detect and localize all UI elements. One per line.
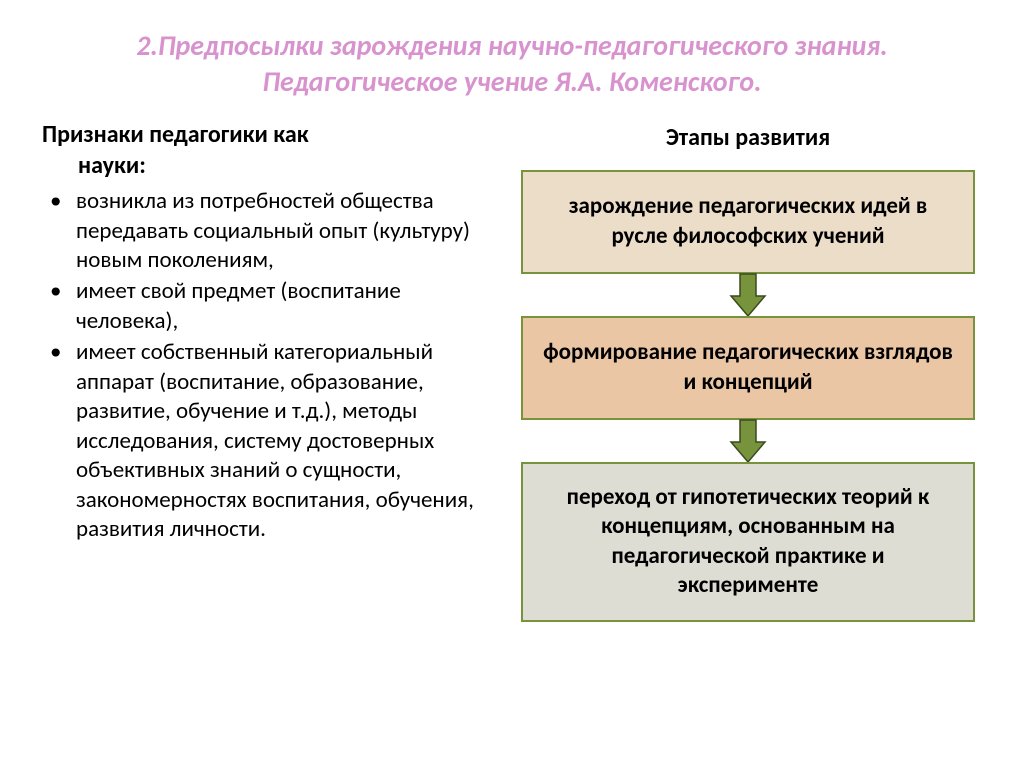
right-column: Этапы развития зарождение педагогических… [512, 119, 984, 622]
right-heading: Этапы развития [666, 123, 830, 152]
stage-box: формирование педагогических взглядов и к… [521, 316, 975, 420]
arrow-down-icon [729, 272, 767, 318]
list-item: возникла из потребностей общества переда… [40, 187, 500, 275]
left-heading: Признаки педагогики как науки: [40, 119, 500, 181]
list-item: имеет свой предмет (воспитание человека)… [40, 277, 500, 336]
slide-title: 2.Предпосылки зарождения научно-педагоги… [40, 28, 984, 101]
arrow-down-icon [729, 418, 767, 464]
left-heading-line2: науки: [42, 150, 500, 181]
left-heading-line1: Признаки педагогики как [42, 120, 309, 149]
bullet-list: возникла из потребностей общества переда… [40, 187, 500, 544]
stage-box: переход от гипотетических теорий к конце… [521, 462, 975, 622]
list-item: имеет собственный категориальный аппарат… [40, 338, 500, 544]
left-column: Признаки педагогики как науки: возникла … [40, 119, 500, 622]
content-columns: Признаки педагогики как науки: возникла … [40, 119, 984, 622]
stage-box: зарождение педагогических идей в русле ф… [521, 170, 975, 274]
